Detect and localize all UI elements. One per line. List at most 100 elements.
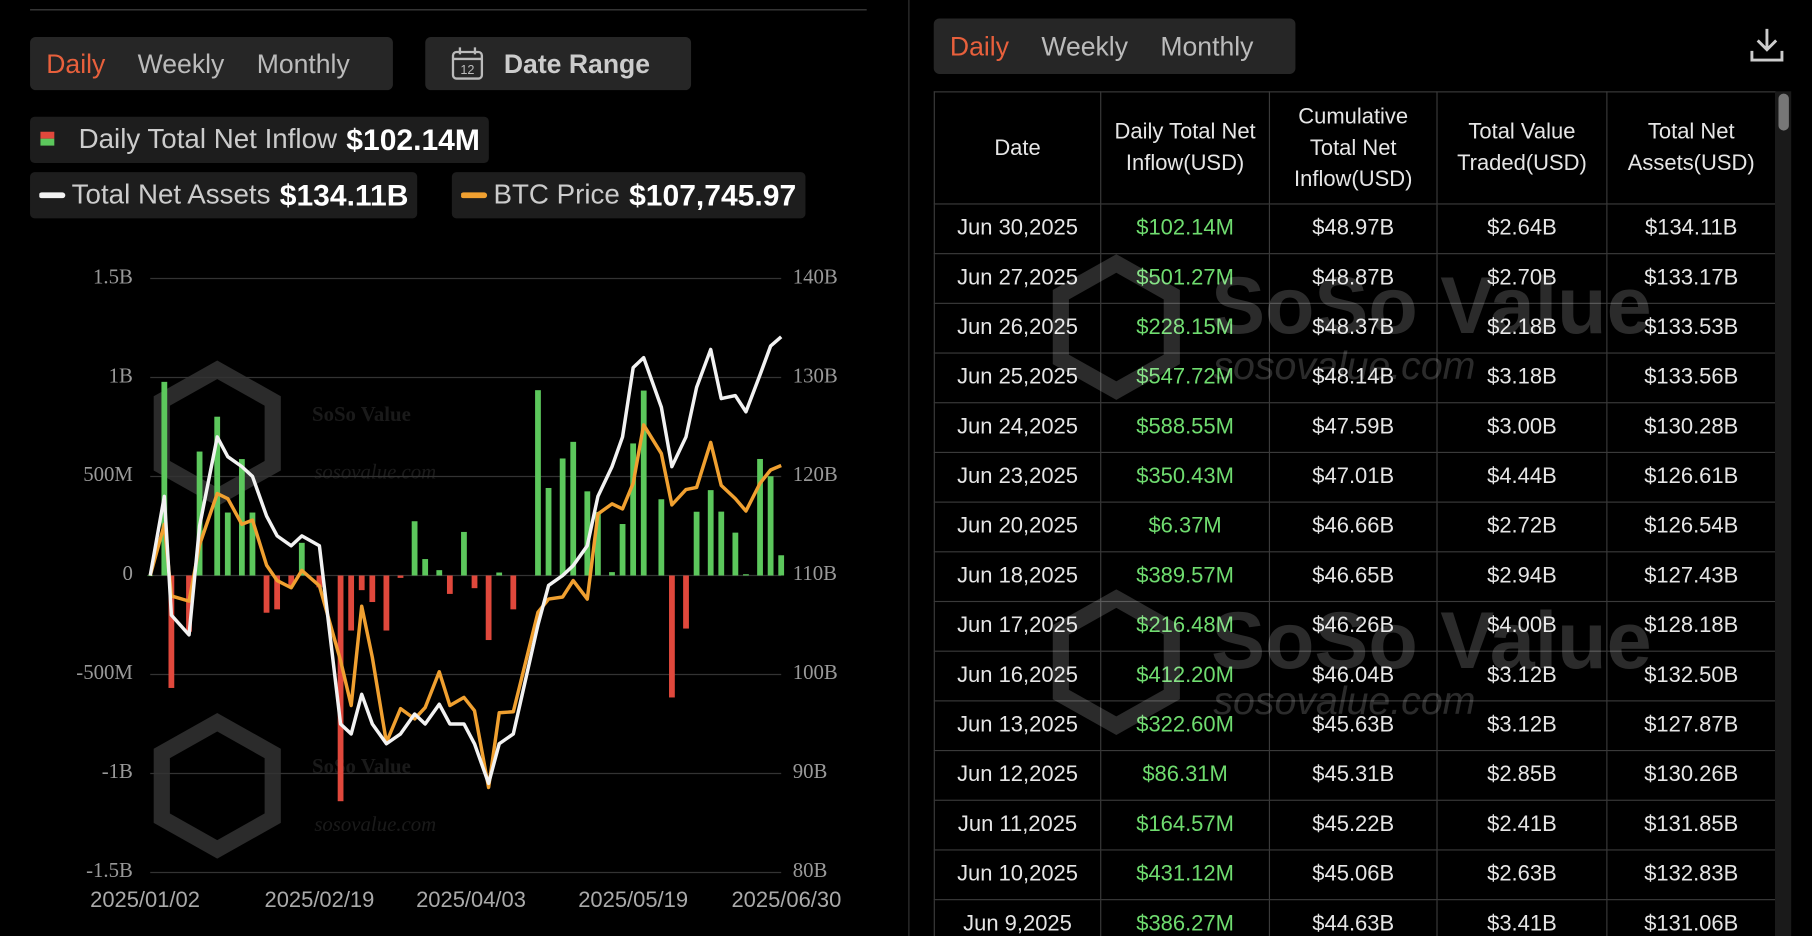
table-cell: $131.06B — [1606, 899, 1777, 936]
table-row: Jun 26,2025 $228.15M $48.37B $2.18B $133.53B — [933, 302, 1777, 354]
bar — [485, 575, 492, 641]
table-cell: $48.14B — [1268, 352, 1438, 404]
table-row: Jun 24,2025 $588.55M $47.59B $3.00B $130.28B — [933, 402, 1777, 453]
bar — [397, 575, 404, 578]
table-cell: $126.54B — [1606, 501, 1777, 553]
tab[interactable]: Monthly — [256, 47, 350, 79]
table-row: Jun 17,2025 $216.48M $46.26B $4.00B $128.18B — [933, 600, 1777, 652]
table-row: Jun 16,2025 $412.20M $46.04B $3.12B $132.50B — [933, 650, 1777, 702]
bar — [263, 575, 270, 613]
y-tick-label: -500M — [76, 661, 133, 684]
table-cell: $133.17B — [1606, 253, 1777, 304]
bar — [249, 512, 256, 576]
bar — [732, 532, 739, 576]
tab[interactable]: Daily — [46, 47, 106, 79]
table-row: Jun 13,2025 $322.60M $45.63B $3.12B $127.87B — [933, 700, 1777, 752]
table-cell: $131.85B — [1606, 799, 1777, 851]
table-cell: $102.14M — [1100, 203, 1271, 255]
watermark-site: sosovalue.com — [314, 461, 436, 484]
bar — [718, 511, 725, 576]
legend-entry[interactable]: BTC Price $107,745.97 — [451, 172, 806, 219]
legend-value: $134.11B — [279, 177, 409, 213]
table-cell: $2.41B — [1436, 799, 1608, 851]
x-tick-label: 2025/02/19 — [265, 887, 375, 912]
bar — [570, 441, 577, 576]
bar — [545, 487, 552, 576]
bar — [298, 542, 305, 576]
table-cell: $48.37B — [1268, 302, 1438, 354]
table-row: Jun 25,2025 $547.72M $48.14B $3.18B $133.56B — [933, 352, 1777, 404]
date-range-button[interactable]: 12 Date Range — [425, 36, 692, 91]
table-cell: Jun 11,2025 — [933, 799, 1102, 851]
bar — [316, 575, 323, 588]
bar — [471, 575, 478, 589]
line-series — [148, 335, 783, 786]
bar — [595, 511, 601, 576]
table-cell: Jun 10,2025 — [933, 849, 1102, 901]
y2-tick-label: 140B — [793, 265, 838, 288]
y2-tick-label: 100B — [793, 661, 838, 684]
table-cell: $45.06B — [1268, 849, 1438, 901]
table-cell: Jun 24,2025 — [933, 402, 1102, 453]
table-cell: $47.59B — [1268, 402, 1438, 453]
table-cell: $322.60M — [1100, 700, 1271, 752]
table-cell: $45.22B — [1268, 799, 1438, 851]
y-tick-label: -1B — [102, 760, 133, 783]
table-cell: Jun 16,2025 — [933, 650, 1102, 702]
scrollbar — [1775, 91, 1792, 936]
top-rule — [30, 9, 867, 11]
table-row: Jun 9,2025 $386.27M $44.63B $3.41B $131.06B — [933, 899, 1777, 936]
bar — [584, 491, 591, 576]
bar — [559, 458, 566, 576]
table-row: Jun 27,2025 $501.27M $48.87B $2.70B $133.17B — [933, 253, 1777, 304]
bar — [383, 575, 390, 631]
bar — [743, 574, 749, 576]
table-cell: Jun 26,2025 — [933, 302, 1102, 354]
bar — [411, 521, 418, 576]
x-tick-label: 2025/06/30 — [731, 887, 841, 912]
period-tabs: Daily Weekly Monthly — [933, 18, 1296, 74]
x-tick-label: 2025/01/02 — [90, 887, 200, 912]
bar — [348, 575, 355, 631]
table-cell: Jun 25,2025 — [933, 352, 1102, 404]
y-tick-label: 1B — [109, 364, 133, 387]
table-cell: $216.48M — [1100, 600, 1271, 652]
bar — [778, 555, 785, 576]
legend-entry[interactable]: Total Net Assets $134.11B — [30, 172, 418, 219]
table-cell: Jun 12,2025 — [933, 749, 1102, 801]
legend-swatch — [39, 192, 66, 199]
table-cell: Jun 18,2025 — [933, 551, 1102, 603]
table-cell: $3.41B — [1436, 899, 1608, 936]
table-cell: $2.64B — [1436, 203, 1608, 255]
bar — [196, 451, 203, 576]
bar — [358, 575, 365, 591]
tab[interactable]: Weekly — [1041, 30, 1129, 61]
calendar-icon: 12 — [451, 47, 484, 80]
legend-entry[interactable]: Daily Total Net Inflow $102.14M — [30, 116, 490, 163]
bar — [168, 575, 175, 688]
legend-name: Daily Total Net Inflow — [78, 123, 338, 155]
table-row: Jun 20,2025 $6.37M $46.66B $2.72B $126.54B — [933, 501, 1777, 553]
tab[interactable]: Monthly — [1160, 30, 1254, 61]
tab[interactable]: Weekly — [137, 47, 225, 79]
column-header: Date — [933, 91, 1102, 205]
bar — [369, 575, 376, 603]
table-cell: $501.27M — [1100, 253, 1271, 304]
table-cell: Jun 23,2025 — [933, 451, 1102, 503]
y-tick-label: -1.5B — [86, 859, 133, 882]
table-cell: $44.63B — [1268, 899, 1438, 936]
bar — [337, 575, 344, 802]
bar — [707, 490, 714, 576]
y2-tick-label: 130B — [793, 364, 838, 387]
calendar-day: 12 — [460, 62, 474, 77]
bar — [238, 459, 245, 576]
bar — [224, 512, 231, 576]
date-range-label: Date Range — [503, 47, 651, 79]
table-cell: Jun 27,2025 — [933, 253, 1102, 304]
download-button[interactable] — [1747, 25, 1786, 64]
tab[interactable]: Daily — [949, 30, 1009, 61]
table-cell: $133.56B — [1606, 352, 1777, 404]
table-cell: $350.43M — [1100, 451, 1271, 503]
header-row: Date Daily Total Net Inflow(USD) Cumulativ… — [933, 91, 1777, 205]
table-cell: $128.18B — [1606, 600, 1777, 652]
